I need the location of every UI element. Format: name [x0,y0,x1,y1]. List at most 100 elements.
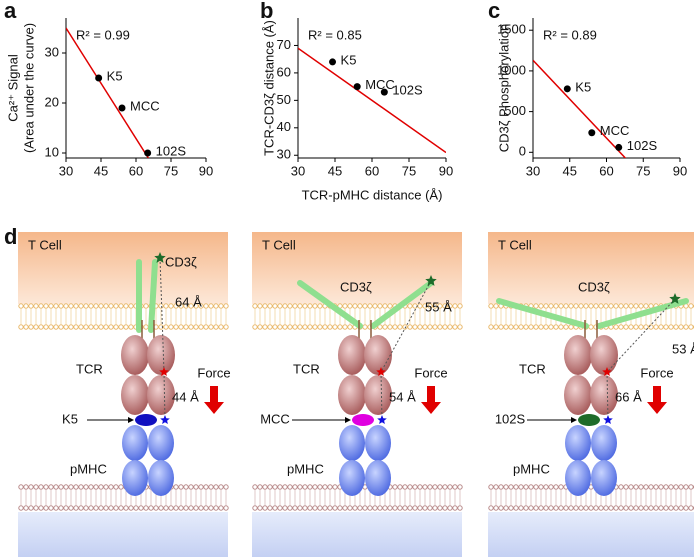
lipid [412,484,418,490]
lipid [417,505,423,511]
cd3-arm [596,298,689,329]
lipid [282,505,288,511]
lipid [168,324,174,330]
lipid [317,324,323,330]
lipid [18,505,24,511]
point [329,58,337,66]
lipid [683,505,689,511]
lipid [342,505,348,511]
point [118,104,126,112]
lipid [287,324,293,330]
point-label: MCC [130,98,160,113]
lipid [103,324,109,330]
lipid [63,324,69,330]
lipid [628,324,634,330]
lipid [508,324,514,330]
lipid [432,484,438,490]
pmhc-label: pMHC [287,461,324,476]
lipid [58,484,64,490]
cell-label: T Cell [28,237,62,252]
pmhc-domain [339,425,365,461]
lipid [158,324,164,330]
lipid [663,484,669,490]
lipid [267,324,273,330]
lipid [53,505,59,511]
lipid [307,505,313,511]
tcr-domain [364,335,392,375]
lipid [518,324,524,330]
lipid [188,505,194,511]
lipid [628,303,634,309]
lipid [252,505,258,511]
fit-line [533,59,627,158]
lipid [553,505,559,511]
lipid [213,324,219,330]
lipid [608,505,614,511]
lipid [683,324,689,330]
lipid [397,324,403,330]
lipid [322,505,328,511]
y-tick-label: 0 [519,144,526,159]
lipid [608,303,614,309]
lipid [558,303,564,309]
pmhc-domain [365,425,391,461]
lipid [292,324,298,330]
distance-line [163,371,166,421]
lipid [223,303,229,309]
lipid [38,324,44,330]
point [144,149,152,157]
lipid [18,303,24,309]
lipid [168,505,174,511]
red-star [602,367,612,376]
lipid [63,484,69,490]
lipid [68,484,74,490]
lipid [257,484,263,490]
lipid [638,484,644,490]
tcr-domain [590,335,618,375]
lipid [73,505,79,511]
panel-label: b [260,0,273,23]
lipid [173,324,179,330]
lipid [417,484,423,490]
lipid [523,505,529,511]
lipid [513,324,519,330]
lipid [88,505,94,511]
lipid [583,303,589,309]
lipid [88,324,94,330]
lipid [568,505,574,511]
lipid [83,505,89,511]
lipid [417,324,423,330]
lipid [123,505,129,511]
lipid [543,303,549,309]
lipid [272,324,278,330]
lipid [427,324,433,330]
blue-star [603,415,613,424]
lipid [38,505,44,511]
lipid [53,303,59,309]
cd3-distance: 64 Å [175,294,202,309]
lipid [252,303,258,309]
lipid [48,505,54,511]
lipid [113,505,119,511]
lipid [432,303,438,309]
lipid [372,505,378,511]
force-arrow [421,386,441,414]
x-tick-label: 30 [291,163,305,178]
lipid [362,324,368,330]
lipid [422,303,428,309]
lipid [208,303,214,309]
x-tick-label: 60 [129,163,143,178]
lipid [663,505,669,511]
lipid [437,505,443,511]
tcr-distance: 44 Å [172,389,199,404]
lipid [558,484,564,490]
lipid [262,303,268,309]
lipid [193,324,199,330]
x-tick-label: 75 [636,163,650,178]
point-label: 102S [392,83,423,98]
lipid [322,324,328,330]
lipid [48,484,54,490]
extracellular [488,512,694,557]
lipid [613,505,619,511]
